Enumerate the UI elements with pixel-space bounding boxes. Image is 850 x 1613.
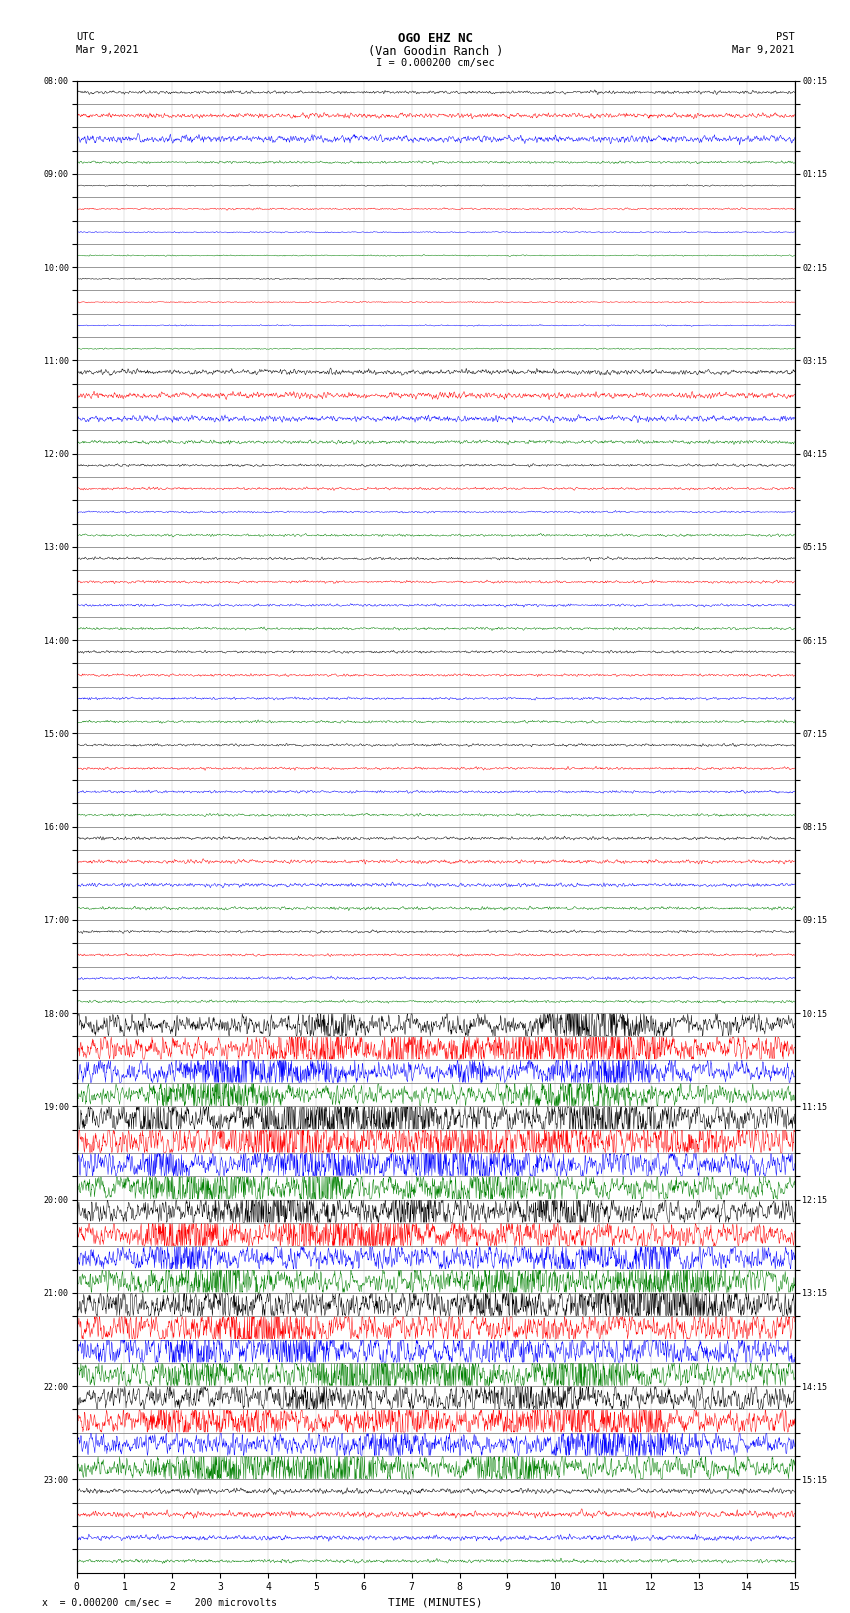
Text: PST: PST	[776, 32, 795, 42]
Text: (Van Goodin Ranch ): (Van Goodin Ranch )	[368, 45, 503, 58]
Text: UTC: UTC	[76, 32, 95, 42]
Text: Mar 9,2021: Mar 9,2021	[732, 45, 795, 55]
Text: x  = 0.000200 cm/sec =    200 microvolts: x = 0.000200 cm/sec = 200 microvolts	[42, 1598, 277, 1608]
Text: I = 0.000200 cm/sec: I = 0.000200 cm/sec	[377, 58, 495, 68]
Text: Mar 9,2021: Mar 9,2021	[76, 45, 139, 55]
Text: OGO EHZ NC: OGO EHZ NC	[398, 32, 473, 45]
X-axis label: TIME (MINUTES): TIME (MINUTES)	[388, 1598, 483, 1608]
